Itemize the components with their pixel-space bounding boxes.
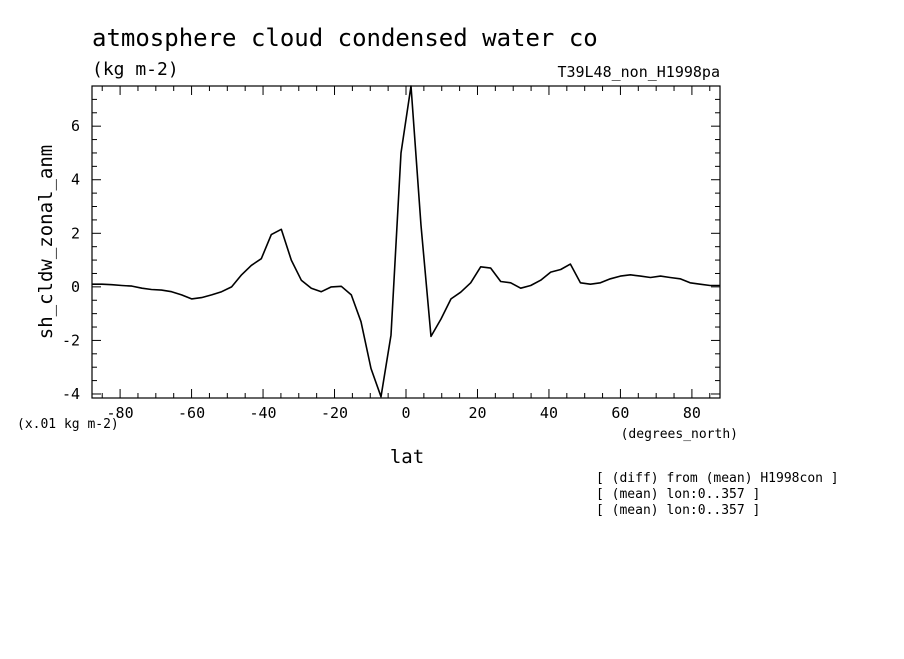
y-tick-label: 6 xyxy=(71,117,80,135)
x-tick-label: 0 xyxy=(401,404,410,422)
data-points xyxy=(92,86,720,397)
x-units-label: (degrees_north) xyxy=(621,427,738,442)
chart-title: atmosphere cloud condensed water co xyxy=(92,24,598,52)
x-tick-label: 80 xyxy=(683,404,701,422)
x-axis-label: lat xyxy=(390,446,424,468)
y-axis-label: sh_cldw_zonal_anm xyxy=(35,145,57,339)
x-tick-label: -60 xyxy=(178,404,205,422)
y-tick-label: 2 xyxy=(71,224,80,242)
minor-ticks xyxy=(92,86,720,398)
y-scale-label: (x.01 kg m-2) xyxy=(17,417,119,432)
y-axis: -4 -2 0 2 4 6 xyxy=(62,117,720,403)
note-line-1: [ (diff) from (mean) H1998con ] xyxy=(596,471,839,486)
y-tick-label: -2 xyxy=(62,331,80,349)
note-line-3: [ (mean) lon:0..357 ] xyxy=(596,503,760,518)
plot-frame xyxy=(92,86,720,398)
x-tick-label: -20 xyxy=(321,404,348,422)
y-tick-label: 4 xyxy=(71,171,80,189)
x-tick-label: 20 xyxy=(468,404,486,422)
units-label: (kg m-2) xyxy=(92,59,179,80)
y-tick-label: -4 xyxy=(62,385,80,403)
series-line xyxy=(92,86,720,397)
x-tick-label: 60 xyxy=(611,404,629,422)
y-tick-label: 0 xyxy=(71,278,80,296)
note-line-2: [ (mean) lon:0..357 ] xyxy=(596,487,760,502)
x-tick-label: 40 xyxy=(540,404,558,422)
run-label: T39L48_non_H1998pa xyxy=(557,63,720,81)
x-tick-label: -40 xyxy=(249,404,276,422)
